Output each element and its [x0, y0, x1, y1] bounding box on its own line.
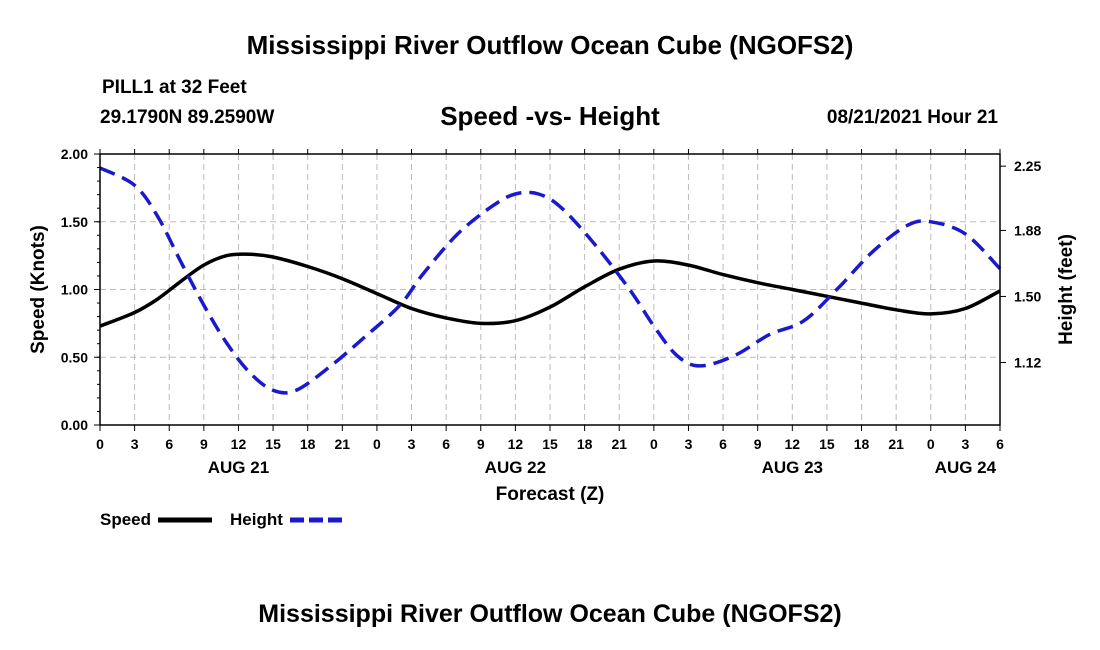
date-label: AUG 24	[935, 458, 997, 477]
x-tick-label: 6	[165, 436, 173, 452]
y-axis-title: Speed (Knots)	[28, 225, 49, 354]
height-series-line	[99, 166, 1002, 395]
y2-axis-title: Height (feet)	[1056, 234, 1077, 345]
x-tick-label: 0	[927, 436, 935, 452]
y2-tick-label: 1.50	[1014, 288, 1041, 304]
x-axis-title: Forecast (Z)	[496, 484, 605, 505]
x-tick-label: 9	[477, 436, 485, 452]
x-tick-label: 21	[888, 436, 904, 452]
y-tick-label: 1.00	[61, 282, 88, 298]
page-title: Mississippi River Outflow Ocean Cube (NG…	[246, 30, 854, 60]
x-tick-label: 0	[373, 436, 381, 452]
x-tick-label: 15	[542, 436, 558, 452]
x-tick-label: 9	[200, 436, 208, 452]
x-tick-label: 3	[131, 436, 139, 452]
series-lines	[99, 166, 1002, 395]
x-tick-label: 9	[754, 436, 762, 452]
y-tick-label: 0.00	[61, 417, 88, 433]
x-tick-label: 6	[996, 436, 1004, 452]
x-tick-label: 6	[719, 436, 727, 452]
legend-speed-label: Speed	[100, 510, 151, 529]
y-tick-label: 0.50	[61, 349, 88, 365]
x-tick-label: 18	[300, 436, 316, 452]
x-tick-label: 3	[685, 436, 693, 452]
x-tick-label: 0	[96, 436, 104, 452]
x-tick-label: 0	[650, 436, 658, 452]
forecast-datetime: 08/21/2021 Hour 21	[826, 107, 998, 128]
legend: Speed Height	[100, 510, 344, 529]
axis-labels: 0 3 6 9 12 15 18 21 0 3 6 9 12 15 18 21 0 3 6 9 12 15 18 21 0 3 6 0…	[28, 146, 1077, 505]
y2-tick-label: 2.25	[1014, 158, 1041, 174]
y-tick-label: 1.50	[61, 214, 88, 230]
station-name: PILL1 at 32 Feet	[102, 77, 247, 98]
y-tick-label: 2.00	[61, 146, 88, 162]
x-tick-label: 15	[265, 436, 281, 452]
x-tick-label: 18	[854, 436, 870, 452]
x-tick-label: 12	[231, 436, 247, 452]
legend-height-label: Height	[230, 510, 283, 529]
y2-tick-label: 1.12	[1014, 354, 1041, 370]
speed-series-line	[99, 252, 1001, 328]
x-tick-label: 12	[785, 436, 801, 452]
x-tick-label: 21	[335, 436, 351, 452]
x-tick-label: 15	[819, 436, 835, 452]
x-tick-label: 6	[442, 436, 450, 452]
x-tick-label: 18	[577, 436, 593, 452]
date-label: AUG 21	[208, 458, 269, 477]
footer-title: Mississippi River Outflow Ocean Cube (NG…	[258, 600, 842, 628]
x-tick-label: 12	[508, 436, 524, 452]
x-tick-label: 21	[611, 436, 627, 452]
axis-ticks	[94, 149, 1006, 431]
date-label: AUG 22	[485, 458, 546, 477]
grid-lines	[100, 154, 1000, 425]
plot-title: Speed -vs- Height	[440, 101, 660, 131]
x-tick-label: 3	[961, 436, 969, 452]
station-coords: 29.1790N 89.2590W	[100, 107, 275, 128]
date-label: AUG 23	[762, 458, 823, 477]
y2-tick-label: 1.88	[1014, 222, 1041, 238]
x-tick-label: 3	[408, 436, 416, 452]
